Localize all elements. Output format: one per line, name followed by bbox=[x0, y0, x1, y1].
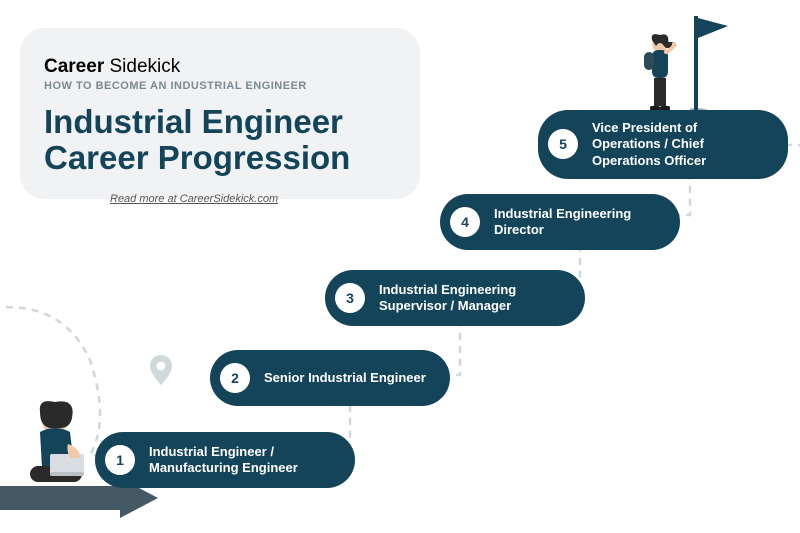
career-step-1: 1 Industrial Engineer / Manufacturing Eng… bbox=[95, 432, 355, 488]
subtitle: HOW TO BECOME AN INDUSTRIAL ENGINEER bbox=[44, 80, 392, 92]
step-number: 3 bbox=[335, 283, 365, 313]
step-label: Industrial Engineering Director bbox=[494, 206, 656, 239]
career-step-4: 4 Industrial Engineering Director bbox=[440, 194, 680, 250]
read-more-link[interactable]: Read more at CareerSidekick.com bbox=[110, 193, 278, 205]
step-number: 2 bbox=[220, 363, 250, 393]
page-title: Industrial Engineer Career Progression bbox=[44, 104, 392, 175]
step-label: Industrial Engineer / Manufacturing Engi… bbox=[149, 444, 329, 477]
career-step-3: 3 Industrial Engineering Supervisor / Man… bbox=[325, 270, 585, 326]
step-number: 1 bbox=[105, 445, 135, 475]
goal-flag-icon bbox=[690, 16, 730, 112]
map-pin-icon bbox=[150, 355, 172, 385]
header-card: Career Sidekick HOW TO BECOME AN INDUSTR… bbox=[20, 28, 420, 199]
career-step-5: 5 Vice President of Operations / Chief Op… bbox=[538, 110, 788, 179]
step-number: 4 bbox=[450, 207, 480, 237]
step-label: Senior Industrial Engineer bbox=[264, 370, 426, 386]
step-label: Industrial Engineering Supervisor / Mana… bbox=[379, 282, 559, 315]
career-step-2: 2 Senior Industrial Engineer bbox=[210, 350, 450, 406]
brand-part1: Career bbox=[44, 56, 104, 77]
brand-part2: Sidekick bbox=[110, 56, 181, 77]
person-standing-illustration bbox=[640, 34, 680, 112]
step-number: 5 bbox=[548, 129, 578, 159]
brand-logo: Career Sidekick bbox=[44, 56, 392, 78]
step-label: Vice President of Operations / Chief Ope… bbox=[592, 120, 764, 169]
